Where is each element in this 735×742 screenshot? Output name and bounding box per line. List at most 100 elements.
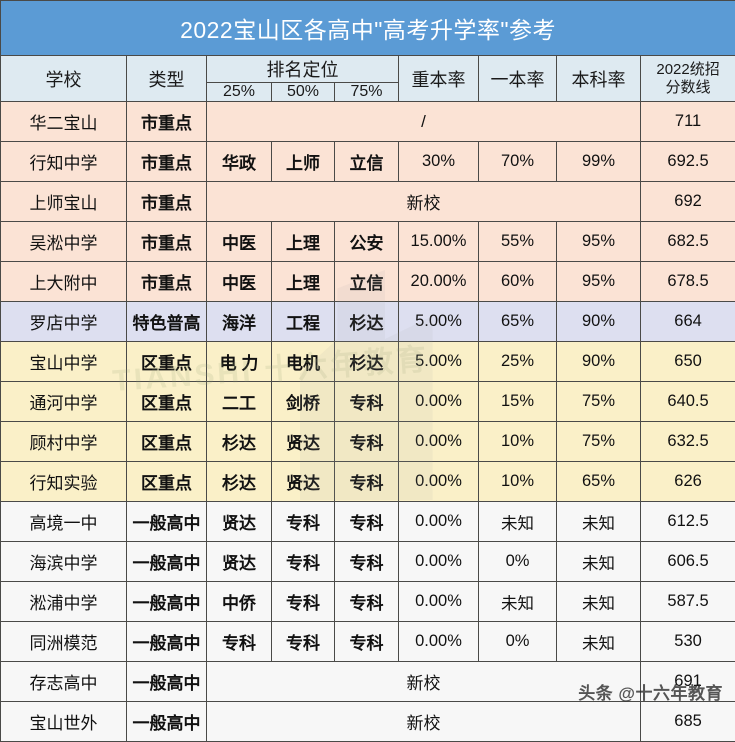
cell-bachelor-rate[interactable]: 未知: [557, 542, 641, 582]
cell-rank-75[interactable]: 专科: [335, 502, 399, 542]
cell-score-line[interactable]: 685: [641, 702, 735, 742]
cell-rank-50[interactable]: 专科: [272, 622, 335, 662]
cell-first-rate[interactable]: 15%: [479, 382, 557, 422]
cell-school[interactable]: 行知实验: [1, 462, 127, 502]
cell-type[interactable]: 区重点: [127, 382, 207, 422]
cell-type[interactable]: 市重点: [127, 262, 207, 302]
cell-rank-75[interactable]: 杉达: [335, 302, 399, 342]
cell-key-rate[interactable]: 0.00%: [399, 462, 479, 502]
cell-merged-note[interactable]: 新校: [207, 662, 641, 702]
cell-bachelor-rate[interactable]: 未知: [557, 582, 641, 622]
cell-type[interactable]: 一般高中: [127, 622, 207, 662]
cell-rank-50[interactable]: 工程: [272, 302, 335, 342]
cell-bachelor-rate[interactable]: 未知: [557, 622, 641, 662]
cell-type[interactable]: 区重点: [127, 462, 207, 502]
cell-score-line[interactable]: 626: [641, 462, 735, 502]
cell-rank-75[interactable]: 立信: [335, 142, 399, 182]
cell-bachelor-rate[interactable]: 90%: [557, 302, 641, 342]
cell-school[interactable]: 宝山中学: [1, 342, 127, 382]
cell-rank-50[interactable]: 贤达: [272, 462, 335, 502]
cell-score-line[interactable]: 530: [641, 622, 735, 662]
cell-score-line[interactable]: 640.5: [641, 382, 735, 422]
cell-school[interactable]: 华二宝山: [1, 102, 127, 142]
cell-rank-50[interactable]: 专科: [272, 582, 335, 622]
cell-bachelor-rate[interactable]: 75%: [557, 382, 641, 422]
cell-first-rate[interactable]: 10%: [479, 422, 557, 462]
cell-score-line[interactable]: 711: [641, 102, 735, 142]
cell-rank-25[interactable]: 贤达: [207, 502, 272, 542]
col-header-key-rate[interactable]: 重本率: [399, 56, 479, 102]
cell-bachelor-rate[interactable]: 95%: [557, 262, 641, 302]
cell-type[interactable]: 市重点: [127, 142, 207, 182]
cell-type[interactable]: 市重点: [127, 102, 207, 142]
cell-key-rate[interactable]: 0.00%: [399, 422, 479, 462]
cell-school[interactable]: 高境一中: [1, 502, 127, 542]
cell-school[interactable]: 上大附中: [1, 262, 127, 302]
cell-first-rate[interactable]: 25%: [479, 342, 557, 382]
cell-rank-50[interactable]: 专科: [272, 542, 335, 582]
cell-rank-75[interactable]: 专科: [335, 582, 399, 622]
cell-bachelor-rate[interactable]: 未知: [557, 502, 641, 542]
cell-first-rate[interactable]: 55%: [479, 222, 557, 262]
cell-type[interactable]: 一般高中: [127, 662, 207, 702]
cell-rank-25[interactable]: 电 力: [207, 342, 272, 382]
cell-key-rate[interactable]: 0.00%: [399, 382, 479, 422]
cell-school[interactable]: 宝山世外: [1, 702, 127, 742]
cell-rank-75[interactable]: 专科: [335, 622, 399, 662]
cell-merged-note[interactable]: /: [207, 102, 641, 142]
cell-score-line[interactable]: 664: [641, 302, 735, 342]
cell-rank-25[interactable]: 贤达: [207, 542, 272, 582]
col-header-rank-group[interactable]: 排名定位: [207, 56, 399, 83]
cell-rank-75[interactable]: 公安: [335, 222, 399, 262]
cell-merged-note[interactable]: 新校: [207, 702, 641, 742]
cell-type[interactable]: 市重点: [127, 222, 207, 262]
cell-type[interactable]: 区重点: [127, 422, 207, 462]
col-header-bachelor-rate[interactable]: 本科率: [557, 56, 641, 102]
cell-type[interactable]: 一般高中: [127, 582, 207, 622]
cell-rank-25[interactable]: 专科: [207, 622, 272, 662]
cell-rank-50[interactable]: 剑桥: [272, 382, 335, 422]
cell-key-rate[interactable]: 30%: [399, 142, 479, 182]
cell-type[interactable]: 区重点: [127, 342, 207, 382]
col-header-first-rate[interactable]: 一本率: [479, 56, 557, 102]
cell-first-rate[interactable]: 未知: [479, 582, 557, 622]
cell-rank-50[interactable]: 电机: [272, 342, 335, 382]
cell-first-rate[interactable]: 65%: [479, 302, 557, 342]
cell-school[interactable]: 存志高中: [1, 662, 127, 702]
cell-school[interactable]: 通河中学: [1, 382, 127, 422]
cell-rank-50[interactable]: 上师: [272, 142, 335, 182]
cell-bachelor-rate[interactable]: 65%: [557, 462, 641, 502]
cell-school[interactable]: 同洲模范: [1, 622, 127, 662]
cell-score-line[interactable]: 682.5: [641, 222, 735, 262]
cell-bachelor-rate[interactable]: 75%: [557, 422, 641, 462]
cell-type[interactable]: 特色普高: [127, 302, 207, 342]
cell-score-line[interactable]: 692: [641, 182, 735, 222]
cell-rank-75[interactable]: 专科: [335, 462, 399, 502]
cell-school[interactable]: 海滨中学: [1, 542, 127, 582]
cell-key-rate[interactable]: 0.00%: [399, 542, 479, 582]
cell-rank-50[interactable]: 贤达: [272, 422, 335, 462]
cell-rank-75[interactable]: 杉达: [335, 342, 399, 382]
cell-first-rate[interactable]: 60%: [479, 262, 557, 302]
cell-school[interactable]: 顾村中学: [1, 422, 127, 462]
cell-school[interactable]: 吴淞中学: [1, 222, 127, 262]
cell-rank-25[interactable]: 中医: [207, 262, 272, 302]
col-header-score-line[interactable]: 2022统招 分数线: [641, 56, 735, 102]
cell-first-rate[interactable]: 10%: [479, 462, 557, 502]
cell-type[interactable]: 一般高中: [127, 502, 207, 542]
cell-rank-25[interactable]: 中医: [207, 222, 272, 262]
cell-score-line[interactable]: 612.5: [641, 502, 735, 542]
cell-rank-25[interactable]: 杉达: [207, 462, 272, 502]
cell-school[interactable]: 上师宝山: [1, 182, 127, 222]
cell-score-line[interactable]: 606.5: [641, 542, 735, 582]
cell-key-rate[interactable]: 20.00%: [399, 262, 479, 302]
cell-rank-50[interactable]: 上理: [272, 262, 335, 302]
cell-rank-50[interactable]: 上理: [272, 222, 335, 262]
cell-rank-75[interactable]: 专科: [335, 422, 399, 462]
cell-key-rate[interactable]: 5.00%: [399, 342, 479, 382]
cell-bachelor-rate[interactable]: 99%: [557, 142, 641, 182]
cell-rank-25[interactable]: 华政: [207, 142, 272, 182]
cell-rank-25[interactable]: 杉达: [207, 422, 272, 462]
cell-score-line[interactable]: 587.5: [641, 582, 735, 622]
cell-key-rate[interactable]: 0.00%: [399, 502, 479, 542]
